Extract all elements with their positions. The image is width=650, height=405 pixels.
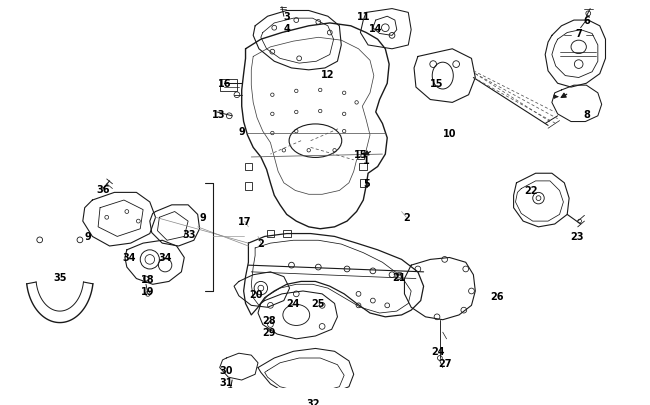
Text: 6: 6 — [583, 16, 590, 26]
Text: 36: 36 — [96, 184, 110, 194]
Text: 34: 34 — [159, 253, 172, 263]
Text: 9: 9 — [199, 213, 206, 223]
Text: 10: 10 — [443, 129, 456, 139]
Text: 25: 25 — [311, 299, 325, 309]
Text: 33: 33 — [182, 229, 196, 239]
Text: 8: 8 — [583, 110, 590, 119]
Text: 14: 14 — [369, 23, 382, 34]
Bar — [244, 163, 252, 171]
Text: 32: 32 — [307, 398, 320, 405]
Text: 3: 3 — [283, 12, 290, 22]
Text: 22: 22 — [524, 186, 538, 196]
Text: 15: 15 — [430, 79, 444, 89]
Text: 35: 35 — [53, 272, 66, 282]
Text: 17: 17 — [238, 217, 252, 226]
Text: 16: 16 — [218, 79, 231, 89]
Bar — [359, 163, 367, 171]
Text: 11: 11 — [357, 12, 370, 22]
Text: 2: 2 — [403, 213, 410, 223]
Text: 9: 9 — [84, 232, 91, 242]
Bar — [266, 230, 274, 238]
Text: 12: 12 — [321, 70, 335, 79]
Bar — [220, 80, 237, 92]
Text: 4: 4 — [283, 23, 290, 34]
Text: 18: 18 — [141, 274, 155, 284]
Text: 24: 24 — [431, 346, 445, 356]
Bar — [357, 151, 364, 160]
Text: 20: 20 — [250, 289, 263, 299]
Text: 29: 29 — [263, 327, 276, 337]
Text: 5: 5 — [363, 178, 370, 188]
Text: 27: 27 — [438, 358, 451, 368]
Text: 15: 15 — [354, 150, 367, 160]
Text: 9: 9 — [239, 127, 245, 137]
Text: 34: 34 — [122, 253, 135, 263]
Bar — [360, 179, 367, 187]
Text: 28: 28 — [263, 315, 276, 325]
Text: 31: 31 — [220, 377, 233, 387]
Text: 2: 2 — [257, 239, 265, 249]
Text: 1: 1 — [363, 156, 370, 165]
Text: 7: 7 — [575, 28, 582, 38]
Text: 26: 26 — [491, 291, 504, 301]
Text: 19: 19 — [141, 286, 155, 296]
Text: 21: 21 — [392, 272, 406, 282]
Text: 30: 30 — [220, 366, 233, 375]
Text: 24: 24 — [287, 299, 300, 309]
Text: 13: 13 — [212, 110, 226, 119]
Bar — [244, 182, 252, 190]
Text: 23: 23 — [570, 232, 584, 242]
Bar — [283, 230, 291, 238]
